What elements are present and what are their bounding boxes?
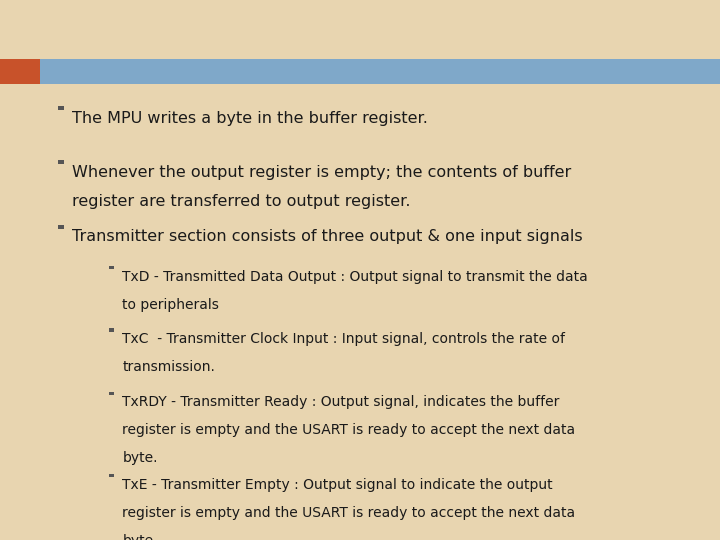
Text: register is empty and the USART is ready to accept the next data: register is empty and the USART is ready… (122, 423, 575, 437)
Bar (109, 392, 114, 395)
Text: register is empty and the USART is ready to accept the next data: register is empty and the USART is ready… (122, 506, 575, 520)
Text: register are transferred to output register.: register are transferred to output regis… (72, 194, 410, 210)
Text: TxD - Transmitted Data Output : Output signal to transmit the data: TxD - Transmitted Data Output : Output s… (122, 270, 588, 284)
Text: byte.: byte. (122, 534, 158, 540)
Text: transmission.: transmission. (122, 360, 215, 374)
Text: TxE - Transmitter Empty : Output signal to indicate the output: TxE - Transmitter Empty : Output signal … (122, 478, 553, 492)
Bar (109, 328, 114, 332)
Bar (0, 59, 40, 84)
Bar (58, 106, 64, 110)
Bar (58, 225, 64, 229)
Text: byte.: byte. (122, 451, 158, 465)
Bar (58, 160, 64, 164)
Text: Transmitter section consists of three output & one input signals: Transmitter section consists of three ou… (72, 230, 582, 245)
Text: Whenever the output register is empty; the contents of buffer: Whenever the output register is empty; t… (72, 165, 571, 180)
Text: to peripherals: to peripherals (122, 298, 220, 312)
Bar (109, 474, 114, 477)
Bar (0, 59, 720, 84)
Text: TxRDY - Transmitter Ready : Output signal, indicates the buffer: TxRDY - Transmitter Ready : Output signa… (122, 395, 559, 409)
Bar (109, 266, 114, 269)
Text: TxC  - Transmitter Clock Input : Input signal, controls the rate of: TxC - Transmitter Clock Input : Input si… (122, 332, 565, 346)
Text: The MPU writes a byte in the buffer register.: The MPU writes a byte in the buffer regi… (72, 111, 428, 126)
